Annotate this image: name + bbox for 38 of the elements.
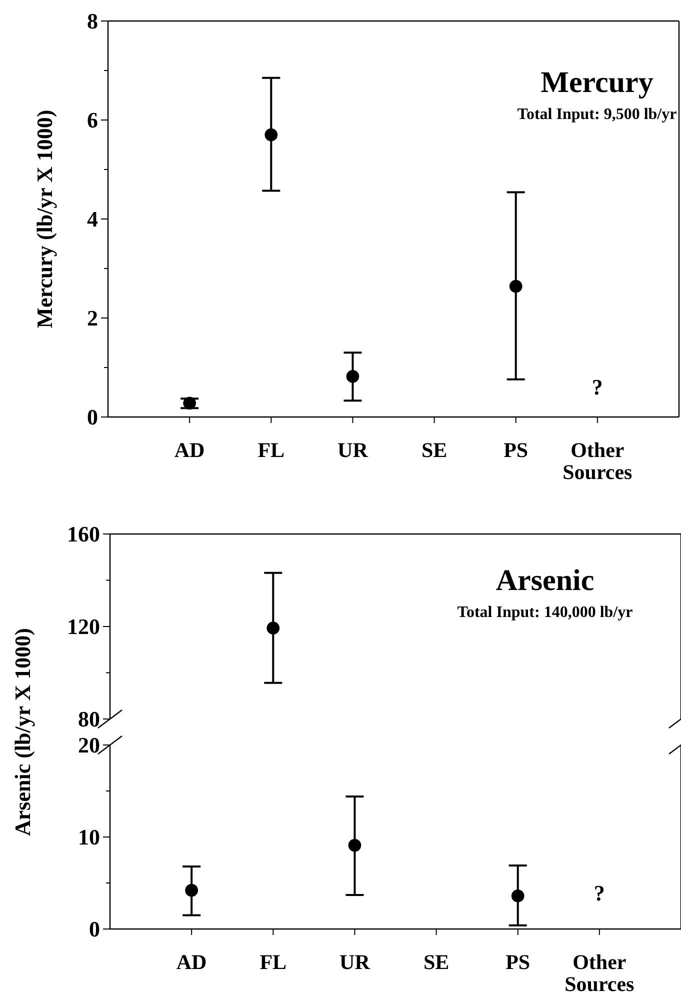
y-tick-label: 0 (87, 404, 98, 430)
x-tick-label: PS (506, 950, 530, 974)
y-tick-label: 120 (67, 614, 100, 640)
x-tick-label: UR (338, 438, 369, 462)
annotation: ? (594, 880, 605, 906)
text: Total Input: 9,500 lb/yr (517, 106, 677, 123)
y-tick-label: 20 (78, 732, 100, 758)
y-tick-label: 0 (89, 916, 100, 942)
point (185, 884, 198, 897)
text: Arsenic (496, 564, 594, 597)
x-tick-label: FL (258, 438, 285, 462)
point (346, 370, 360, 383)
point (348, 838, 362, 852)
x-tick-label: PS (504, 438, 528, 462)
point (183, 396, 196, 410)
y-axis-title: Mercury (lb/yr X 1000) (32, 110, 57, 328)
x-tick-label: UR (340, 950, 371, 974)
x-tick-label: AD (174, 438, 205, 462)
x-tick-label: Other Sources (564, 950, 634, 996)
y-axis-title: Arsenic (lb/yr X 1000) (10, 628, 35, 836)
x-tick-label: AD (176, 950, 207, 974)
y-tick-label: 6 (87, 108, 98, 133)
y-tick-label: 2 (87, 306, 98, 331)
text: Total Input: 140,000 lb/yr (457, 604, 633, 621)
y-tick-label: 10 (78, 824, 100, 850)
x-tick-label: FL (260, 950, 287, 974)
x-tick-label: SE (423, 950, 450, 974)
y-tick-label: 8 (87, 8, 98, 34)
point (264, 128, 278, 142)
x-tick-label: SE (421, 438, 448, 462)
text: Mercury (540, 66, 654, 99)
point (511, 889, 524, 902)
y-tick-label: 80 (78, 706, 100, 732)
point (509, 280, 522, 293)
x-tick-label: Other Sources (562, 438, 632, 484)
y-tick-label: 160 (67, 522, 100, 547)
annotation: ? (592, 374, 603, 400)
y-tick-label: 4 (87, 206, 98, 232)
